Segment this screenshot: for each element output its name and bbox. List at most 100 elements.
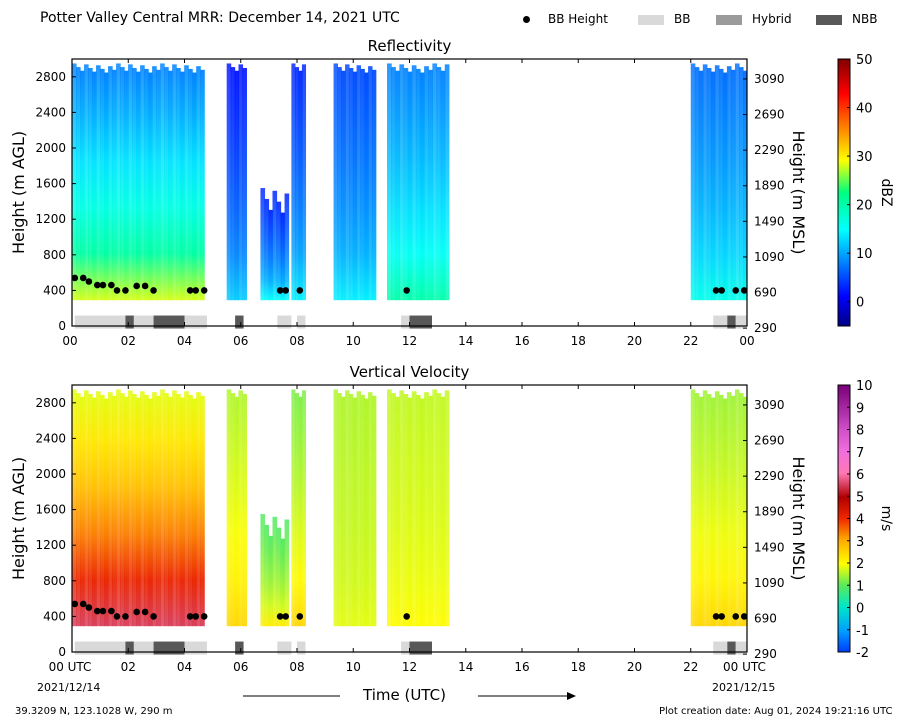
bb-height-dot xyxy=(108,281,115,289)
echo-streak xyxy=(72,389,77,627)
echo-streak xyxy=(718,394,724,627)
bb-type-bar xyxy=(153,641,185,655)
echo-streak xyxy=(100,394,105,627)
echo-streak xyxy=(734,63,740,301)
echo-streak xyxy=(268,209,274,301)
x-tick-label: 10 xyxy=(346,334,361,348)
echo-streak xyxy=(436,67,442,301)
bb-height-dot xyxy=(133,282,140,290)
bb-type-bar xyxy=(133,315,154,329)
echo-streak xyxy=(92,71,97,301)
bb-height-dot xyxy=(732,613,740,620)
colorbar-tick-label: 1 xyxy=(856,579,864,594)
legend-label-bb: BB xyxy=(674,12,691,26)
echo-streak xyxy=(360,394,365,627)
echo-streak xyxy=(238,64,244,301)
bb-type-bar xyxy=(401,315,410,329)
colorbar-tick-label: 6 xyxy=(856,468,864,483)
echo-streak xyxy=(690,389,696,627)
y-tick-label-left: 0 xyxy=(58,645,66,659)
echo-streak xyxy=(88,67,93,301)
echo-streak xyxy=(160,389,165,627)
echo-streak xyxy=(738,393,744,627)
bb-height-dot xyxy=(718,287,725,294)
bb-type-bar xyxy=(713,641,728,655)
bb-type-bar xyxy=(409,315,432,329)
echo-streak xyxy=(184,65,189,301)
x-tick-label: 12 xyxy=(402,660,417,674)
bb-height-dot xyxy=(712,613,720,620)
echo-streak xyxy=(698,70,704,301)
echo-streak xyxy=(268,535,274,627)
echo-streak xyxy=(698,396,704,627)
y-tick-label-left: 2400 xyxy=(35,431,66,445)
echo-streak xyxy=(196,392,201,627)
bb-type-bar xyxy=(727,315,736,329)
x-tick-label: 18 xyxy=(571,334,586,348)
echo-streak xyxy=(176,67,181,301)
echo-streak xyxy=(706,67,712,301)
chart-panel-1: 00 02 04 06 08 10 12 14 16 18 20 22 0004008001200160… xyxy=(9,37,894,348)
echo-streak xyxy=(436,393,442,627)
echo-streak xyxy=(234,70,240,301)
bb-type-bar xyxy=(153,315,185,329)
echo-streak xyxy=(276,527,282,627)
bb-height-dot xyxy=(276,613,284,620)
echo-streak xyxy=(294,67,300,301)
echo-streak xyxy=(356,65,362,301)
echo-streak xyxy=(164,67,169,301)
bb-type-bar xyxy=(184,641,207,655)
colorbar xyxy=(837,58,851,327)
y-tick-label-left: 1600 xyxy=(35,503,66,517)
panel-title: Vertical Velocity xyxy=(350,363,470,381)
bb-height-dot xyxy=(113,287,121,294)
time-arrow-head xyxy=(567,692,576,700)
colorbar-label: m/s xyxy=(878,506,894,532)
bb-type-bar xyxy=(235,641,244,655)
echo-streak xyxy=(112,395,117,627)
legend-bb-swatch xyxy=(638,14,664,25)
echo-streak xyxy=(80,396,85,627)
x-tick-label: 00 UTC xyxy=(49,660,92,674)
echo-streak xyxy=(156,69,161,301)
bb-type-bar xyxy=(74,315,126,329)
y-tick-label-right: 1890 xyxy=(754,179,785,193)
x-tick-label: 18 xyxy=(571,660,586,674)
echo-streak xyxy=(164,393,169,627)
bb-height-dot xyxy=(732,287,740,294)
panel-title: Reflectivity xyxy=(368,37,452,55)
echo-streak xyxy=(200,395,205,627)
colorbar-tick-label: 30 xyxy=(856,150,873,165)
echo-streak xyxy=(440,70,446,301)
bb-height-dot xyxy=(282,613,290,620)
colorbar-tick-label: 20 xyxy=(856,199,873,214)
colorbar-tick-label: 8 xyxy=(856,424,864,439)
echo-streak xyxy=(120,393,125,627)
bb-type-bar xyxy=(184,315,207,329)
echo-streak xyxy=(188,394,193,627)
echo-streak xyxy=(116,389,121,627)
echo-streak xyxy=(424,392,429,627)
bb-height-dot xyxy=(200,287,208,294)
colorbar-label: dBZ xyxy=(878,178,894,206)
x-tick-label: 02 xyxy=(121,660,136,674)
echo-streak xyxy=(407,71,413,301)
bb-type-bar xyxy=(735,641,747,655)
bb-type-bar xyxy=(297,641,306,655)
x-tick-label: 22 xyxy=(683,334,698,348)
bb-type-bar xyxy=(401,641,410,655)
colorbar-tick-label: 40 xyxy=(856,102,873,117)
creation-date: Plot creation date: Aug 01, 2024 19:21:1… xyxy=(659,706,893,717)
echo-streak xyxy=(364,398,369,627)
echo-streak xyxy=(694,393,700,627)
bb-type-bar xyxy=(277,315,292,329)
echo-streak xyxy=(104,398,109,627)
colorbar-tick-label: 0 xyxy=(856,296,864,311)
x-tick-label: 20 xyxy=(627,660,642,674)
echo-streak xyxy=(702,390,708,627)
bb-type-bar xyxy=(277,641,292,655)
echo-streak xyxy=(230,393,236,627)
colorbar-tick-label: 9 xyxy=(856,401,864,416)
echo-streak xyxy=(291,63,296,301)
